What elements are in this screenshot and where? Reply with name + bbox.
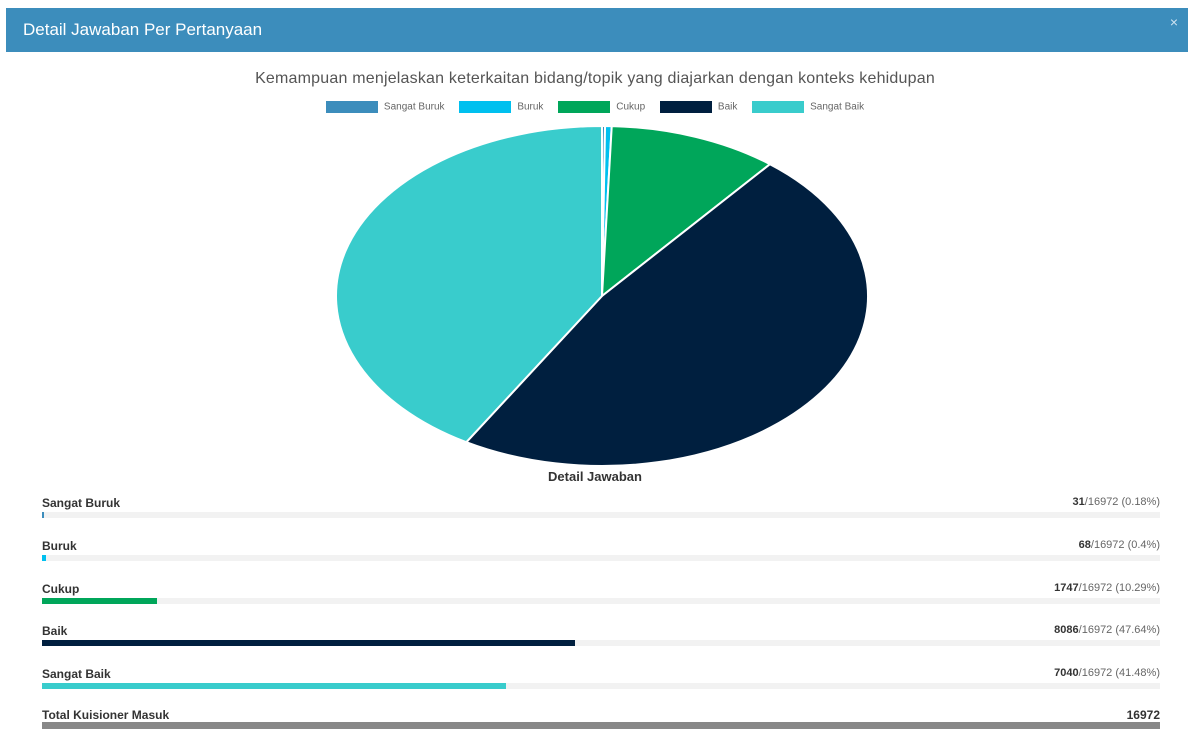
row-value: 7040/16972 (41.48%) — [1054, 667, 1160, 679]
legend-swatch — [659, 101, 712, 113]
row-suffix: /16972 (47.64%) — [1078, 624, 1160, 636]
row-count: 1747 — [1054, 582, 1079, 594]
total-value: 16972 — [1126, 708, 1160, 722]
row-label: Sangat Baik — [42, 667, 111, 681]
progress-track — [42, 640, 1160, 646]
slice-sangat-baik[interactable] — [335, 124, 603, 444]
total-label: Total Kuisioner Masuk — [42, 708, 170, 722]
progress-bar — [42, 555, 47, 561]
detail-row-sangat-baik: Sangat Baik 7040/16972 (41.48%) — [42, 667, 1160, 697]
slice-cukup[interactable] — [600, 125, 772, 299]
progress-bar — [42, 512, 44, 518]
total-row: Total Kuisioner Masuk 16972 — [42, 708, 1160, 729]
detail-row-buruk: Buruk 68/16972 (0.4%) — [42, 539, 1160, 569]
legend-swatch — [558, 101, 611, 113]
row-label: Buruk — [42, 539, 77, 553]
row-suffix: /16972 (41.48%) — [1078, 667, 1160, 679]
pie-chart — [335, 124, 869, 467]
progress-bar — [42, 683, 506, 689]
row-count: 31 — [1072, 496, 1085, 508]
detail-row-baik: Baik 8086/16972 (47.64%) — [42, 624, 1160, 654]
legend-swatch — [325, 101, 378, 113]
legend-item-sangat-baik[interactable]: Sangat Baik — [752, 101, 864, 113]
legend-item-baik[interactable]: Baik — [659, 101, 738, 113]
row-count: 68 — [1078, 539, 1091, 551]
row-label: Baik — [42, 624, 68, 638]
progress-bar — [42, 640, 575, 646]
legend-item-buruk[interactable]: Buruk — [459, 101, 543, 113]
row-label: Sangat Buruk — [42, 496, 121, 510]
legend-item-sangat-buruk[interactable]: Sangat Buruk — [325, 101, 445, 113]
row-value: 8086/16972 (47.64%) — [1054, 624, 1160, 636]
legend-label: Sangat Baik — [810, 101, 865, 113]
legend-swatch — [752, 101, 805, 113]
modal-title: Detail Jawaban Per Pertanyaan — [23, 20, 263, 39]
chart-title: Kemampuan menjelaskan keterkaitan bidang… — [255, 70, 935, 87]
progress-track — [42, 555, 1160, 561]
row-value: 68/16972 (0.4%) — [1079, 539, 1160, 551]
close-icon[interactable]: × — [1169, 14, 1178, 30]
row-suffix: /16972 (10.29%) — [1078, 582, 1160, 594]
detail-row-cukup: Cukup 1747/16972 (10.29%) — [42, 582, 1160, 612]
row-suffix: /16972 (0.18%) — [1084, 496, 1160, 508]
row-value: 31/16972 (0.18%) — [1073, 496, 1160, 508]
row-count: 8086 — [1054, 624, 1079, 636]
progress-track — [42, 598, 1160, 604]
slice-baik[interactable] — [464, 162, 869, 467]
legend-label: Sangat Buruk — [383, 101, 445, 113]
detail-row-sangat-buruk: Sangat Buruk 31/16972 (0.18%) — [42, 496, 1160, 526]
legend-label: Baik — [717, 101, 738, 113]
progress-bar — [42, 598, 158, 604]
row-suffix: /16972 (0.4%) — [1090, 539, 1160, 551]
legend-label: Cukup — [616, 101, 646, 113]
progress-track — [42, 683, 1160, 689]
legend-item-cukup[interactable]: Cukup — [558, 101, 645, 113]
row-value: 1747/16972 (10.29%) — [1054, 582, 1160, 594]
legend-label: Buruk — [517, 101, 544, 113]
total-bar — [42, 722, 1160, 729]
progress-track — [42, 512, 1160, 518]
legend-swatch — [459, 101, 512, 113]
row-count: 7040 — [1054, 667, 1079, 679]
chart-legend: Sangat Buruk Buruk Cukup Baik Sangat Bai… — [0, 101, 1190, 113]
modal-header: Detail Jawaban Per Pertanyaan × — [6, 8, 1188, 52]
detail-heading: Detail Jawaban — [548, 469, 642, 484]
row-label: Cukup — [42, 582, 80, 596]
